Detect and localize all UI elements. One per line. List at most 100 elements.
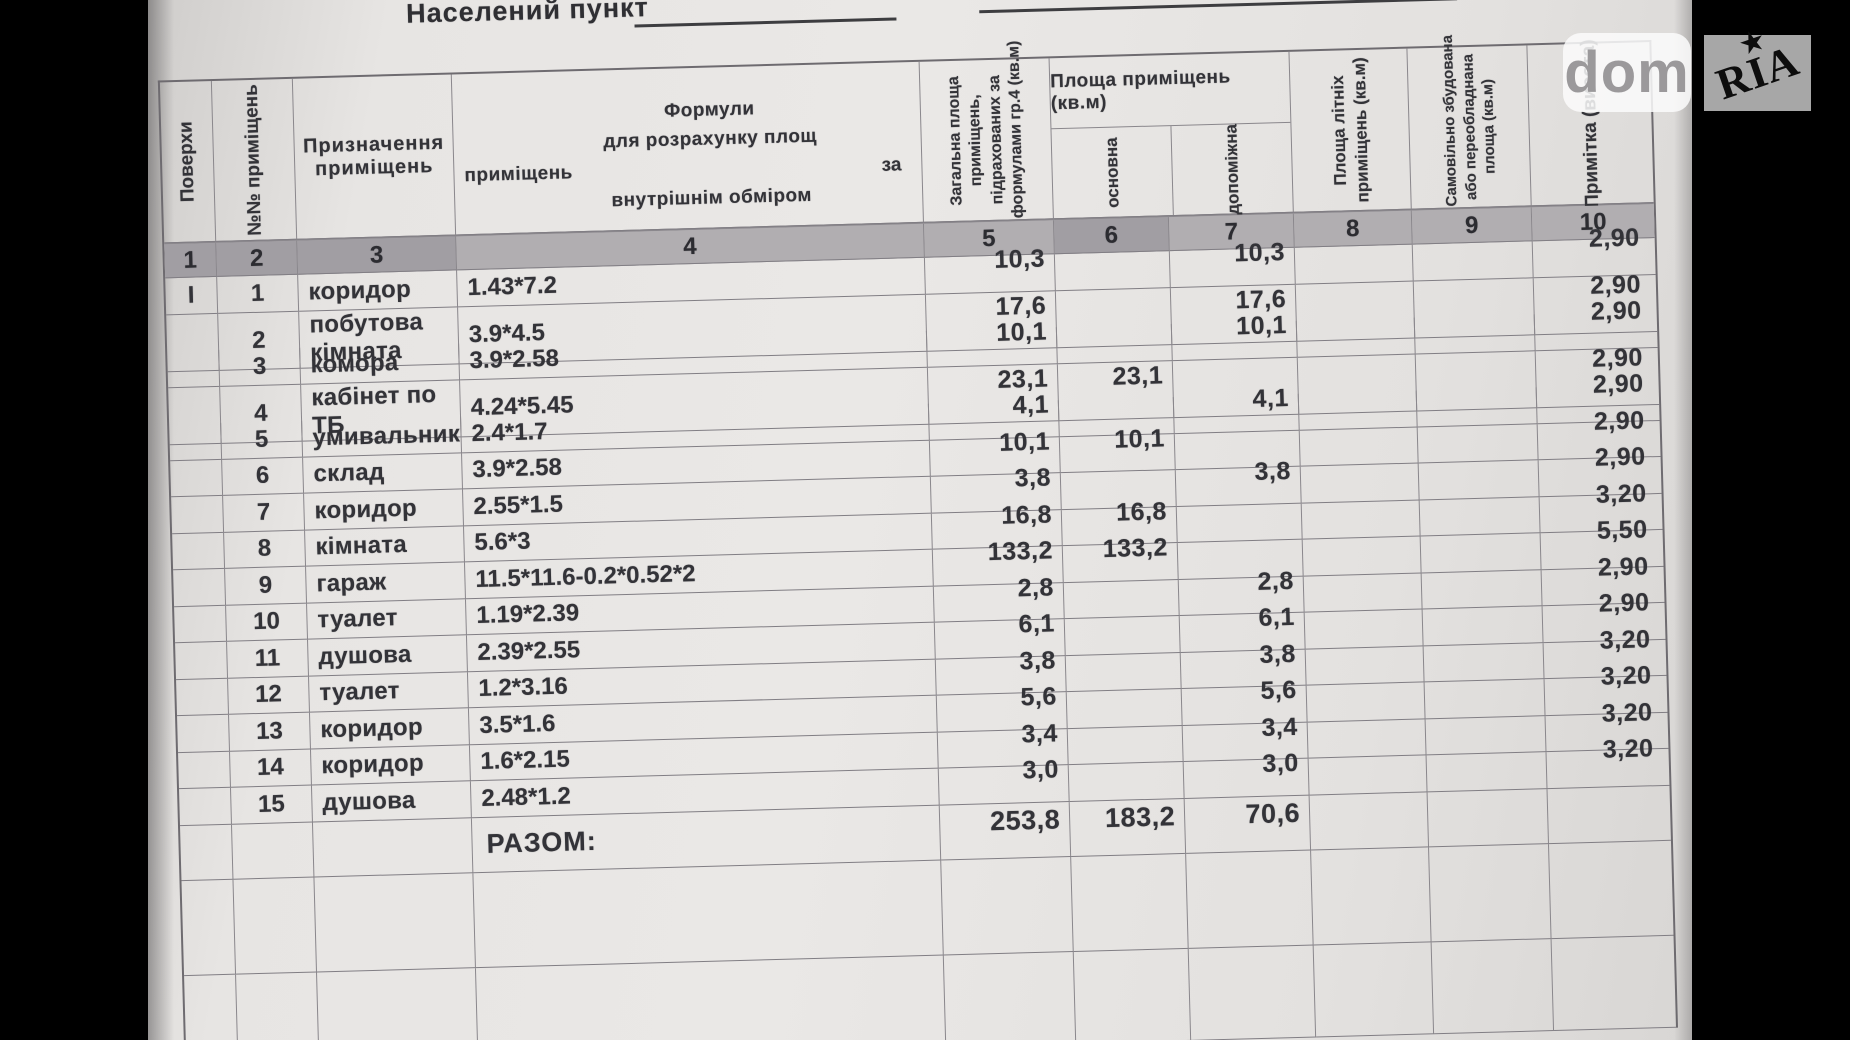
cell-num	[231, 822, 315, 880]
cell-summer	[1294, 244, 1414, 285]
cell-text: 10,1	[1113, 424, 1166, 454]
cell-num: 9	[225, 566, 308, 606]
cell-text: гараж	[316, 568, 387, 598]
cell-aux	[1176, 503, 1303, 544]
cell-text: 5,6	[1020, 682, 1058, 712]
cell-text: 3,8	[1014, 463, 1052, 493]
cell-name: коридор	[309, 708, 470, 750]
table-body: I 1 коридор 1.43*7.2 10,3 10,3 2,90 2 побутова к…	[165, 224, 1670, 826]
col-number: 3	[297, 236, 458, 275]
cell-text: 23,1	[1112, 361, 1164, 391]
dom-watermark: dom	[1563, 33, 1691, 112]
cell-floor	[179, 787, 232, 826]
cell-text: 15	[257, 790, 286, 818]
cell-name: умивальник	[302, 416, 463, 458]
ria-logo-inner: ★ RIA	[1710, 23, 1805, 110]
header-total-area: Загальна площа приміщень, підрахованих з…	[919, 40, 1054, 223]
cell-aux: 10,1	[1171, 311, 1298, 361]
cell-main	[1067, 725, 1184, 766]
cell-main: 10,1	[1059, 424, 1176, 474]
cell-num: 6	[222, 457, 305, 496]
totals-total-value: 253,8	[989, 804, 1061, 837]
cell-summer	[1301, 499, 1421, 540]
cell-text: 10,1	[1235, 311, 1288, 341]
cell-floor	[179, 824, 234, 881]
cell-text: 14	[256, 753, 285, 782]
cell-text: 11	[254, 644, 281, 672]
cell-text: 1.43*7.2	[467, 271, 558, 301]
header-main-label: основна	[1101, 136, 1123, 208]
cell-text: 3,20	[1599, 625, 1651, 655]
cell-unauth	[1412, 241, 1534, 282]
cell-aux: 10,3	[1169, 238, 1296, 288]
cell-text: 7	[256, 498, 271, 526]
cell-text: кімната	[315, 531, 408, 561]
cell-text: 3,4	[1021, 719, 1059, 749]
cell-text: склад	[313, 458, 385, 488]
cell-summer	[1308, 755, 1428, 796]
cell-unauth	[1416, 387, 1538, 428]
cell-text: коридор	[320, 713, 424, 744]
cell-text: 133,2	[1102, 533, 1169, 564]
cell-text: 3,0	[1262, 749, 1300, 779]
blank-underline	[979, 0, 1458, 14]
header-aux-area: допоміжна	[1171, 123, 1292, 215]
cell-total: 3,0	[938, 756, 1070, 806]
cell-num: 8	[224, 530, 307, 569]
cell-text: 1.19*2.39	[476, 599, 580, 630]
summer-line-2: приміщень (кв.м)	[1349, 57, 1373, 203]
cell-main	[1056, 324, 1173, 364]
header-unauthorized-label: Самовільно збудована або переобладнана п…	[1438, 35, 1501, 207]
cell-text: 13	[255, 717, 284, 745]
cell-summer	[1296, 317, 1416, 358]
cell-text: 10,1	[998, 427, 1051, 457]
cell-floor	[178, 751, 231, 790]
settlement-label: Населений пункт	[405, 0, 650, 29]
header-floors-label: Поверхи	[175, 120, 199, 203]
cell-text: 133,2	[987, 536, 1054, 567]
cell-text: 3,8	[1019, 646, 1057, 676]
paper-sheet: Населений пункт Поверхи №№ приміщень При…	[148, 0, 1692, 1040]
cell-name: коридор	[304, 489, 464, 531]
cell-text: 6,1	[1258, 603, 1296, 633]
cell-text: 2,90	[1593, 406, 1645, 436]
cell-text: 2,90	[1598, 588, 1650, 618]
cell-name	[312, 817, 474, 878]
cell-text: туалет	[317, 604, 399, 634]
cell-name: душова	[311, 781, 472, 823]
cell-summer	[1303, 572, 1423, 613]
cell-text: 3,20	[1600, 661, 1652, 691]
cell-text: 10,3	[1233, 238, 1286, 268]
header-room-no-label: №№ приміщень	[240, 83, 267, 236]
cell-num: 13	[229, 712, 311, 752]
col-number: 6	[1053, 217, 1170, 255]
cell-floor	[171, 495, 225, 534]
cell-text: 3,0	[1022, 755, 1060, 785]
cell-text: 2.48*1.2	[480, 782, 572, 812]
cell-aux: 3,8	[1175, 457, 1302, 507]
cell-text: 3,20	[1601, 698, 1653, 728]
cell-unauth	[1421, 569, 1543, 610]
cell-text: 4,1	[1252, 384, 1290, 414]
cell-main	[1054, 251, 1171, 291]
cell-num: 11	[227, 639, 309, 679]
cell-text: 6,1	[1018, 609, 1056, 639]
header-purpose: Призначення приміщень	[292, 74, 457, 240]
cell-text: комора	[310, 348, 399, 379]
cell-name: коридор	[298, 270, 459, 312]
cell-num: 7	[223, 493, 306, 533]
cell-unauth	[1418, 460, 1540, 500]
cell-main	[1063, 579, 1180, 620]
header-main-area: основна	[1051, 126, 1174, 219]
cell-text: 3.9*2.58	[469, 344, 560, 374]
cell-summer	[1300, 463, 1420, 504]
header-total-area-label: Загальна площа приміщень, підрахованих з…	[943, 40, 1029, 220]
totals-main: 183,2	[1069, 798, 1187, 857]
cell-num: 10	[226, 603, 309, 642]
cell-text: 4,1	[1012, 390, 1050, 420]
cell-text: 10	[252, 607, 281, 636]
cell-unauth	[1420, 533, 1542, 573]
col-number: 2	[216, 240, 299, 277]
cell-text: 3.5*1.6	[479, 709, 556, 739]
cell-floor	[172, 532, 226, 571]
